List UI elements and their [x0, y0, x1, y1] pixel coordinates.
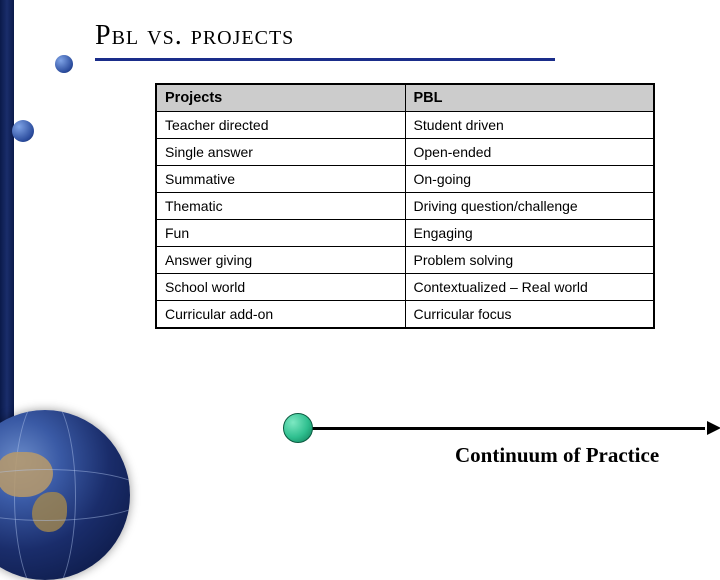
cell-pbl: Problem solving: [405, 247, 654, 274]
comparison-table: Projects PBL Teacher directed Student dr…: [155, 83, 655, 329]
continuum-label: Continuum of Practice: [455, 443, 659, 468]
continuum-line: [295, 427, 705, 430]
cell-projects: Curricular add-on: [156, 301, 405, 329]
sidebar-decoration: [0, 0, 90, 540]
cell-pbl: Contextualized – Real world: [405, 274, 654, 301]
sphere-icon: [55, 55, 73, 73]
table-row: Teacher directed Student driven: [156, 112, 654, 139]
sphere-icon: [12, 120, 34, 142]
cell-pbl: Driving question/challenge: [405, 193, 654, 220]
cell-projects: Teacher directed: [156, 112, 405, 139]
cell-pbl: Student driven: [405, 112, 654, 139]
table-row: Single answer Open-ended: [156, 139, 654, 166]
cell-projects: Answer giving: [156, 247, 405, 274]
table-header-row: Projects PBL: [156, 84, 654, 112]
col-header-projects: Projects: [156, 84, 405, 112]
cell-projects: Summative: [156, 166, 405, 193]
slide-title: Pbl vs. projects: [95, 0, 555, 61]
col-header-pbl: PBL: [405, 84, 654, 112]
cell-pbl: Open-ended: [405, 139, 654, 166]
table-row: Thematic Driving question/challenge: [156, 193, 654, 220]
table-row: Answer giving Problem solving: [156, 247, 654, 274]
table-row: Curricular add-on Curricular focus: [156, 301, 654, 329]
cell-projects: Single answer: [156, 139, 405, 166]
table-row: Fun Engaging: [156, 220, 654, 247]
cell-projects: Fun: [156, 220, 405, 247]
arrow-right-icon: [707, 421, 720, 435]
cell-projects: Thematic: [156, 193, 405, 220]
table-row: School world Contextualized – Real world: [156, 274, 654, 301]
table-row: Summative On-going: [156, 166, 654, 193]
cell-pbl: Engaging: [405, 220, 654, 247]
continuum-marker-icon: [283, 413, 313, 443]
cell-pbl: Curricular focus: [405, 301, 654, 329]
cell-projects: School world: [156, 274, 405, 301]
cell-pbl: On-going: [405, 166, 654, 193]
